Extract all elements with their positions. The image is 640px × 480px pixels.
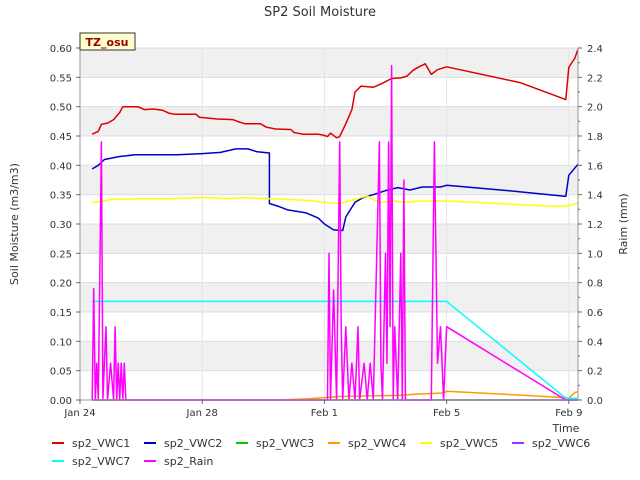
grid-band bbox=[80, 106, 578, 136]
legend-label: sp2_Rain bbox=[164, 455, 213, 468]
legend-label: sp2_VWC4 bbox=[348, 437, 406, 450]
grid-band bbox=[80, 136, 578, 166]
x-tick-label: Jan 28 bbox=[186, 408, 218, 419]
y-right-tick-label: 1.6 bbox=[587, 161, 603, 172]
legend-label: sp2_VWC3 bbox=[256, 437, 314, 450]
legend-label: sp2_VWC2 bbox=[164, 437, 222, 450]
legend: sp2_VWC1 sp2_VWC2 sp2_VWC3 sp2_VWC4 sp2_VWC5… bbox=[52, 437, 590, 468]
axes: 0.00 0.05 0.10 0.15 0.20 0.25 0.30 0.35 0.40 0.45… bbox=[50, 44, 603, 419]
legend-label: sp2_VWC1 bbox=[72, 437, 130, 450]
legend-item-sp2_VWC6: sp2_VWC6 bbox=[512, 437, 590, 450]
series-line-sp2_VWC5 bbox=[92, 195, 579, 208]
x-tick-label: Feb 9 bbox=[555, 408, 582, 419]
y-left-tick-label: 0.60 bbox=[50, 44, 72, 55]
y-left-tick-label: 0.25 bbox=[50, 249, 72, 260]
legend-item-sp2_VWC1: sp2_VWC1 bbox=[52, 437, 130, 450]
legend-item-sp2_Rain: sp2_Rain bbox=[144, 455, 213, 468]
y-left-tick-label: 0.50 bbox=[50, 103, 72, 114]
y-right-tick-label: 2.2 bbox=[587, 73, 603, 84]
series-line-sp2_Rain bbox=[91, 64, 578, 401]
x-tick-label: Feb 1 bbox=[311, 408, 338, 419]
series-line-sp2_VWC1 bbox=[91, 48, 579, 139]
y-left-tick-label: 0.30 bbox=[50, 220, 72, 231]
y-right-tick-label: 1.4 bbox=[587, 191, 603, 202]
y-left-tick-label: 0.10 bbox=[50, 337, 72, 348]
y-left-tick-label: 0.35 bbox=[50, 191, 72, 202]
x-tick-label: Jan 24 bbox=[63, 408, 95, 419]
y-right-tick-label: 1.0 bbox=[587, 249, 603, 260]
site-badge: TZ_osu bbox=[79, 32, 136, 51]
y-left-tick-label: 0.45 bbox=[50, 132, 72, 143]
x-axis-label: Time bbox=[552, 422, 580, 435]
legend-item-sp2_VWC3: sp2_VWC3 bbox=[236, 437, 314, 450]
y-right-tick-label: 0.0 bbox=[587, 396, 603, 407]
grid-band bbox=[80, 48, 578, 78]
legend-label: sp2_VWC7 bbox=[72, 455, 130, 468]
y-right-tick-label: 2.4 bbox=[587, 44, 603, 55]
y-left-tick-label: 0.55 bbox=[50, 73, 72, 84]
legend-item-sp2_VWC2: sp2_VWC2 bbox=[144, 437, 222, 450]
legend-label: sp2_VWC5 bbox=[440, 437, 498, 450]
y-left-tick-label: 0.05 bbox=[50, 367, 72, 378]
grid-band bbox=[80, 77, 578, 107]
y-left-tick-label: 0.15 bbox=[50, 308, 72, 319]
y-right-tick-label: 0.6 bbox=[587, 308, 603, 319]
y-right-tick-label: 2.0 bbox=[587, 103, 603, 114]
grid-band bbox=[80, 224, 578, 254]
y-right-tick-label: 0.2 bbox=[587, 367, 603, 378]
y-right-tick-label: 1.2 bbox=[587, 220, 603, 231]
y-right-tick-label: 0.4 bbox=[587, 337, 603, 348]
grid-band bbox=[80, 341, 578, 371]
legend-item-sp2_VWC4: sp2_VWC4 bbox=[328, 437, 406, 450]
legend-label: sp2_VWC6 bbox=[532, 437, 590, 450]
chart-title: SP2 Soil Moisture bbox=[264, 5, 376, 20]
y-axis-left-label: Soil Moisture (m3/m3) bbox=[8, 163, 21, 285]
site-badge-label: TZ_osu bbox=[86, 36, 129, 49]
y-right-tick-label: 1.8 bbox=[587, 132, 603, 143]
y-right-tick-label: 0.8 bbox=[587, 279, 603, 290]
legend-item-sp2_VWC5: sp2_VWC5 bbox=[420, 437, 498, 450]
y-left-tick-label: 0.20 bbox=[50, 279, 72, 290]
series-line-sp2_VWC2 bbox=[91, 148, 579, 232]
grid-band bbox=[80, 370, 578, 400]
y-left-tick-label: 0.40 bbox=[50, 161, 72, 172]
y-axis-right-label: Raim (mm) bbox=[617, 193, 630, 254]
grid-band bbox=[80, 194, 578, 224]
series-line-sp2_VWC7 bbox=[92, 300, 578, 399]
legend-item-sp2_VWC7: sp2_VWC7 bbox=[52, 455, 130, 468]
y-left-tick-label: 0.00 bbox=[50, 396, 72, 407]
x-tick-label: Feb 5 bbox=[433, 408, 460, 419]
